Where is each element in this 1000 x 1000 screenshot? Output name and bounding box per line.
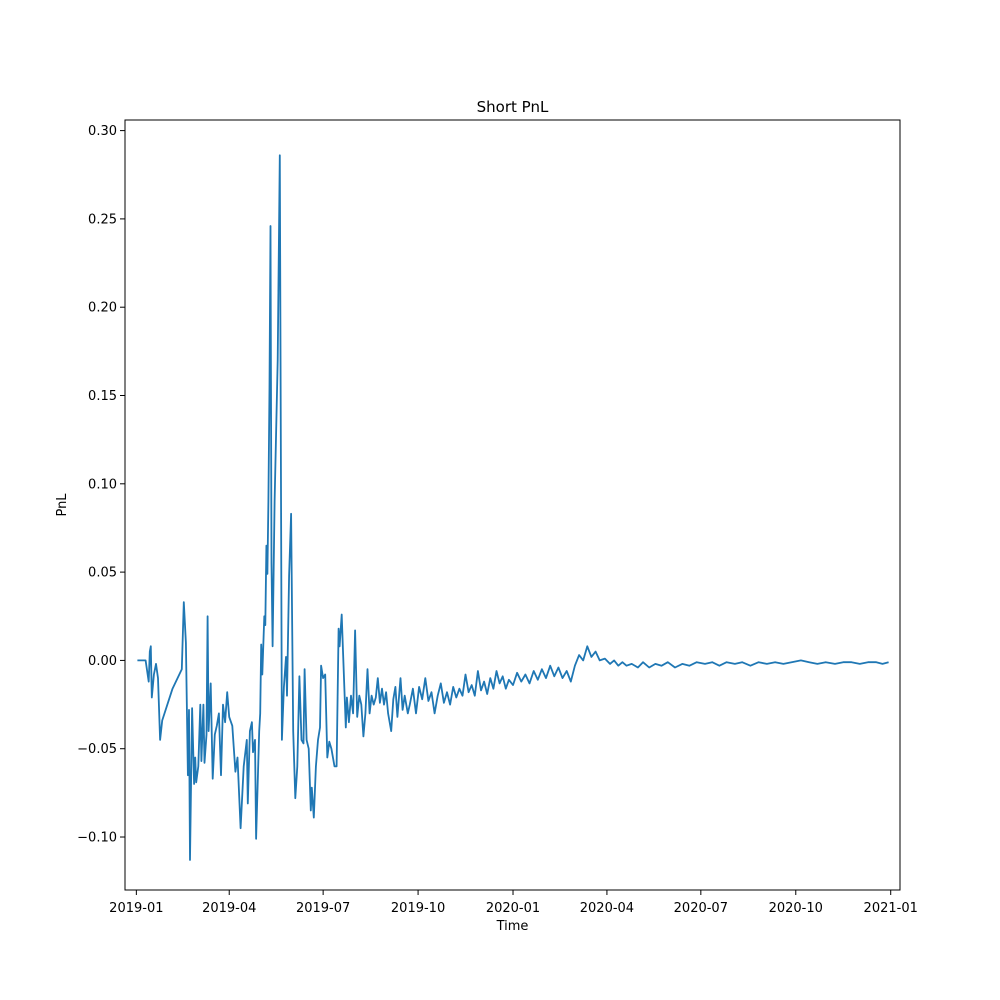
y-tick-label: 0.00 (88, 654, 117, 669)
x-tick-label: 2020-04 (580, 901, 634, 916)
x-tick-label: 2021-01 (864, 901, 918, 916)
x-tick-label: 2019-07 (296, 901, 350, 916)
x-tick-label: 2019-10 (391, 901, 445, 916)
y-tick-label: 0.10 (88, 477, 117, 492)
x-tick-label: 2020-07 (674, 901, 728, 916)
x-tick-label: 2020-01 (486, 901, 540, 916)
y-tick-label: 0.15 (88, 389, 117, 404)
x-tick-label: 2019-01 (109, 901, 163, 916)
y-tick-label: 0.30 (88, 124, 117, 139)
y-axis-ticks: −0.10 −0.05 0.00 0.05 0.10 0.15 0.20 0.25 0.30 (77, 124, 125, 845)
x-tick-label: 2020-10 (769, 901, 823, 916)
y-tick-label: 0.25 (88, 212, 117, 227)
chart-title: Short PnL (477, 98, 549, 116)
x-tick-label: 2019-04 (202, 901, 256, 916)
y-tick-label: 0.05 (88, 566, 117, 581)
plot-background (125, 120, 900, 890)
y-tick-label: −0.05 (77, 742, 117, 757)
plot-area (125, 120, 900, 890)
x-axis-label: Time (496, 919, 529, 934)
y-axis-label: PnL (55, 493, 70, 517)
y-tick-label: −0.10 (77, 831, 117, 846)
x-axis-ticks: 2019-01 2019-04 2019-07 2019-10 2020-01 2020-… (109, 890, 918, 916)
y-tick-label: 0.20 (88, 301, 117, 316)
